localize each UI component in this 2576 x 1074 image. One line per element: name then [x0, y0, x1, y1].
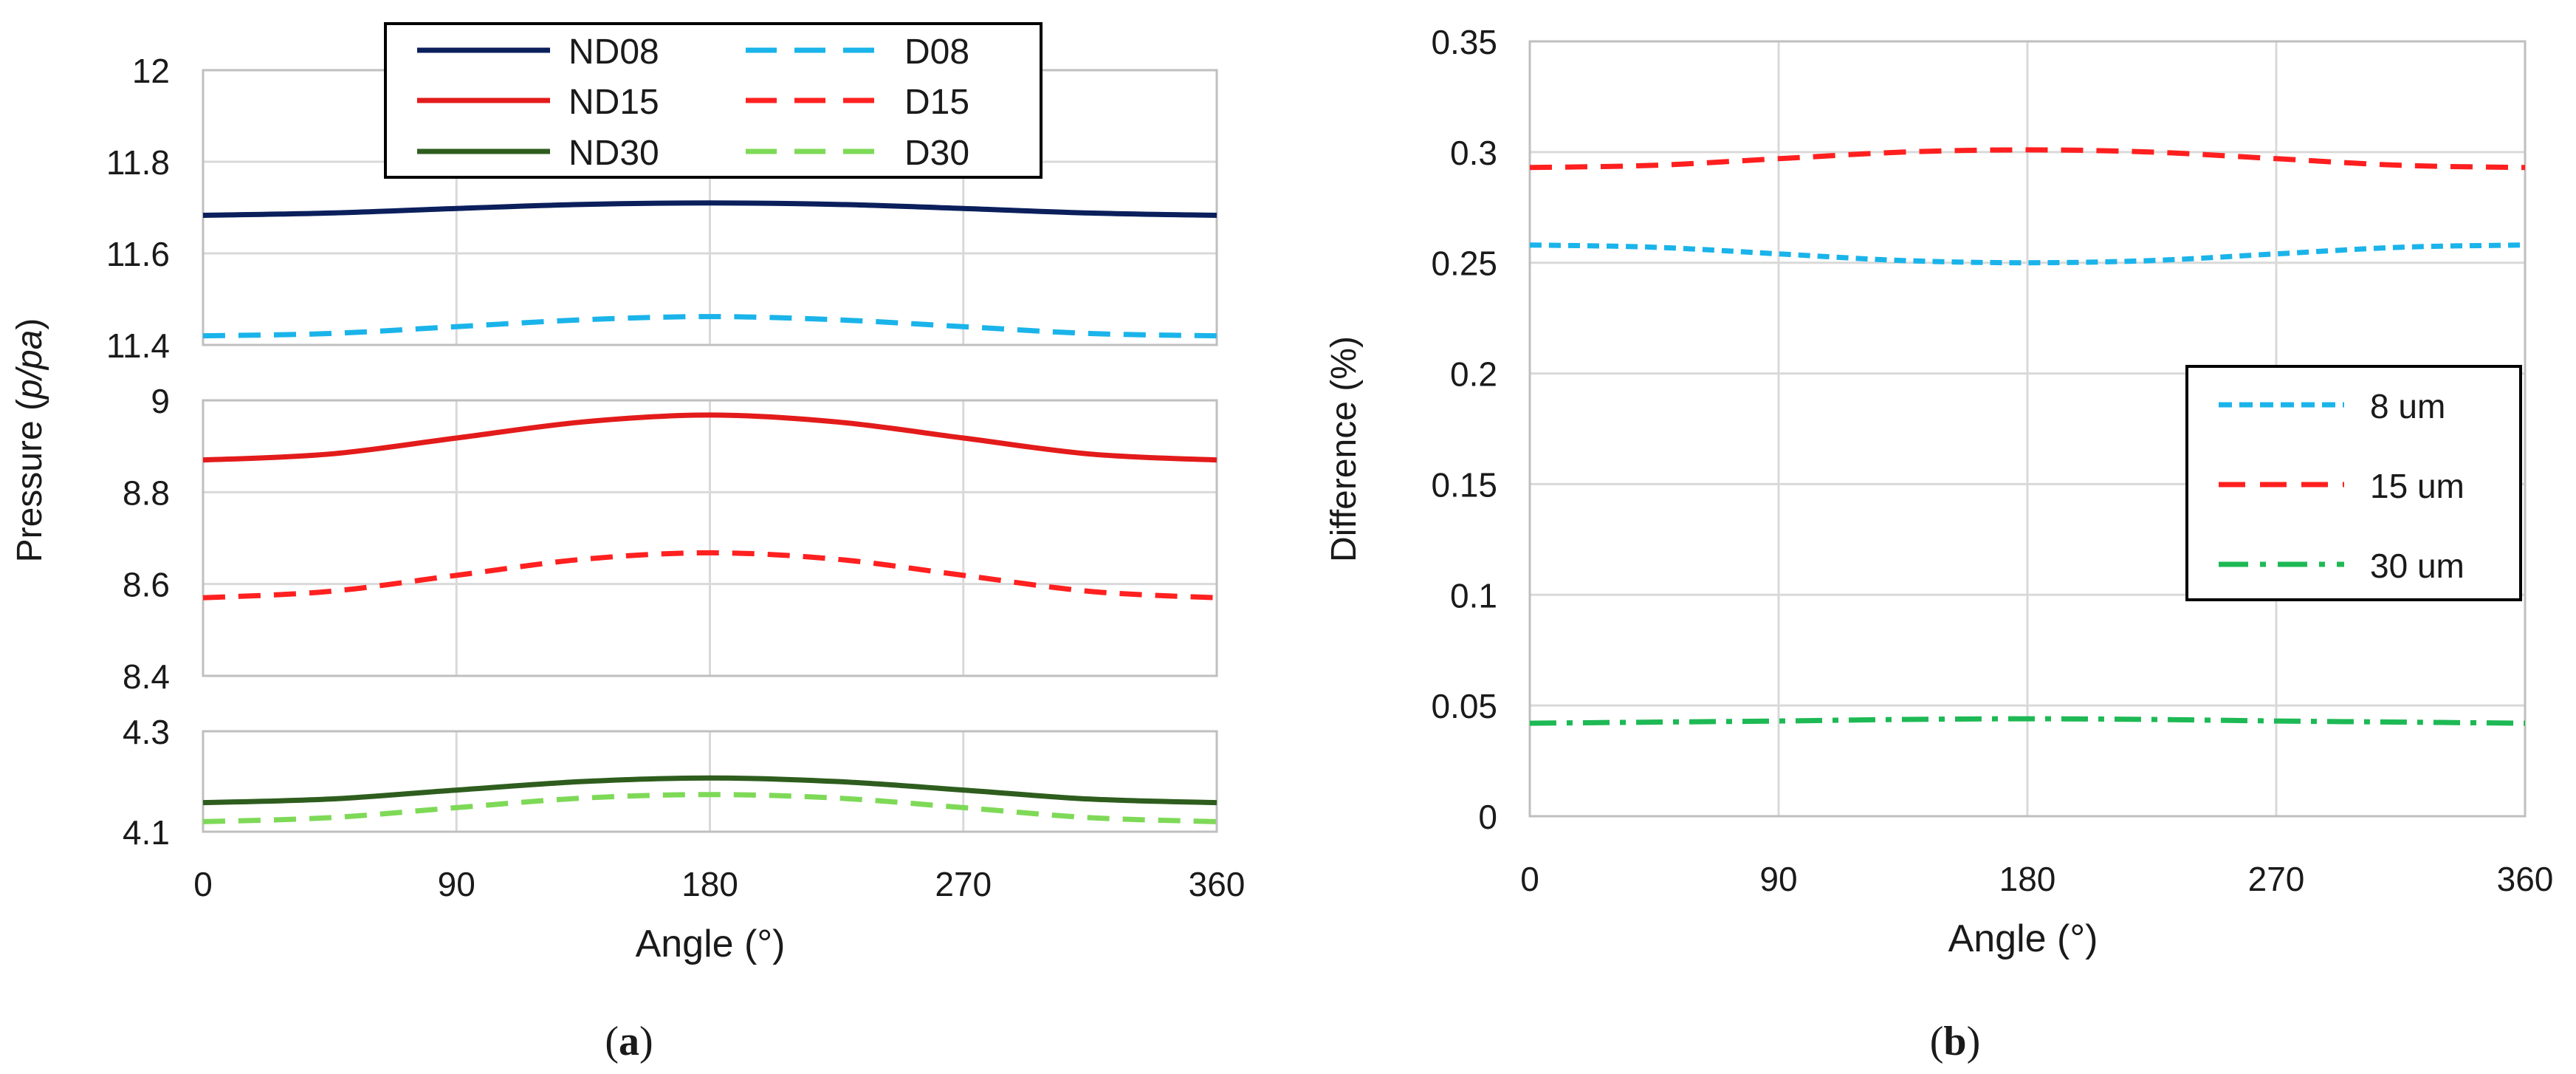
legend-label-d08: D08 — [904, 33, 969, 72]
chart-a-y-tick-label: 4.1 — [123, 813, 170, 852]
chart-b-y-tick-label: 0.35 — [1431, 23, 1497, 61]
legend-label-d15: D15 — [904, 83, 969, 122]
chart-b-y-tick-label: 0.3 — [1450, 134, 1497, 172]
series-line-nd30 — [202, 775, 1217, 806]
chart-a-caption: (a) — [605, 1019, 653, 1064]
chart-a-legend: ND08 D08 ND15 D15 ND30 D30 — [384, 22, 1043, 179]
chart-a-panel-frame — [202, 399, 1218, 677]
chart-a-x-tick-label: 90 — [438, 865, 475, 903]
chart-b: 00.050.10.150.20.250.30.35 0 90 180 270 360 … — [1325, 23, 2553, 1064]
chart-b-y-tick-labels: 0 0.05 0.1 0.15 0.2 0.25 0.3 0.35 — [1431, 23, 1497, 836]
legend-label-nd08: ND08 — [569, 33, 659, 72]
chart-a-y-tick-label: 11.6 — [106, 235, 170, 273]
chart-a-x-tick-label: 270 — [935, 865, 992, 903]
chart-b-x-axis-label: Angle (°) — [1948, 917, 2098, 960]
chart-a-y-tick-label: 4.3 — [123, 713, 170, 751]
series-line-30um — [1529, 716, 2526, 726]
series-line-nd15 — [202, 412, 1217, 463]
chart-b-x-tick-label: 90 — [1759, 860, 1797, 898]
series-line-d15 — [202, 550, 1217, 601]
chart-b-x-tick-labels: 0 90 180 270 360 — [1520, 860, 2553, 898]
chart-b-series — [1529, 147, 2526, 726]
chart-b-y-tick-label: 0.2 — [1450, 355, 1497, 394]
legend-label-nd30: ND30 — [569, 134, 659, 173]
chart-b-legend: 8 um 15 um 30 um — [2185, 365, 2522, 601]
chart-a-y-tick-label: 11.4 — [106, 326, 170, 365]
chart-b-x-tick-label: 0 — [1520, 860, 1539, 898]
legend-label-15um: 15 um — [2370, 467, 2465, 505]
chart-a-y-tick-label: 12 — [132, 52, 170, 90]
legend-label-8um: 8 um — [2370, 387, 2445, 425]
chart-b-x-tick-label: 180 — [1999, 860, 2056, 898]
chart-b-y-tick-label: 0.1 — [1450, 576, 1497, 615]
chart-a-y-tick-label: 8.4 — [123, 657, 170, 696]
chart-a-y-tick-label: 8.6 — [123, 566, 170, 604]
chart-a-y-tick-label: 9 — [151, 382, 170, 420]
series-line-8um — [1529, 242, 2526, 266]
chart-b-y-tick-label: 0.05 — [1431, 687, 1497, 725]
chart-b-y-tick-label: 0.15 — [1431, 465, 1497, 504]
chart-b-caption: (b) — [1930, 1019, 1980, 1064]
series-line-d08 — [202, 314, 1217, 339]
chart-a-x-axis-label: Angle (°) — [636, 923, 786, 965]
chart-a-series — [202, 200, 1217, 824]
legend-label-30um: 30 um — [2370, 547, 2465, 585]
chart-b-x-tick-label: 360 — [2497, 860, 2554, 898]
legend-label-d30: D30 — [904, 134, 969, 173]
chart-b-y-axis-label: Difference (%) — [1325, 336, 1364, 562]
chart-a-panel-frame — [202, 730, 1218, 833]
chart-b-y-tick-label: 0 — [1478, 798, 1497, 836]
chart-b-y-tick-label: 0.25 — [1431, 244, 1497, 283]
chart-b-plot-frame — [1528, 40, 2527, 818]
chart-a-y-tick-label: 11.8 — [106, 143, 170, 182]
chart-a-x-tick-label: 360 — [1189, 865, 1246, 903]
chart-a-y-axis-label: Pressure (p/pa) — [10, 318, 49, 563]
chart-a-y-tick-labels: 11.4 11.6 11.8 12 8.4 8.6 8.8 9 4.1 4.3 — [106, 52, 170, 852]
legend-label-nd15: ND15 — [569, 83, 659, 122]
series-line-15um — [1529, 147, 2526, 171]
series-line-nd08 — [202, 200, 1217, 218]
chart-a-x-tick-labels: 0 90 180 270 360 — [193, 865, 1245, 903]
chart-a-y-tick-label: 8.8 — [123, 473, 170, 512]
chart-a-x-tick-label: 0 — [193, 865, 213, 903]
chart-b-x-tick-label: 270 — [2248, 860, 2305, 898]
chart-a: 11.4 11.6 11.8 12 8.4 8.6 8.8 9 4.1 4.3 0 90 180 270… — [10, 22, 1245, 1064]
series-line-d30 — [202, 792, 1217, 824]
chart-a-x-tick-label: 180 — [681, 865, 738, 903]
